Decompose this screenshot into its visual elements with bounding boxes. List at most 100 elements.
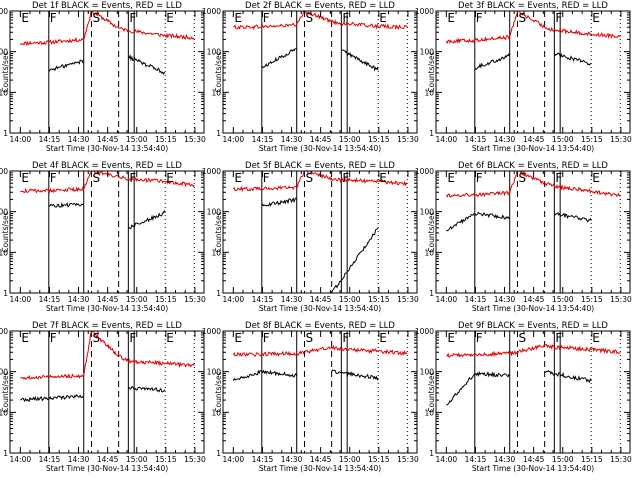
y-axis-label: Counts/sec — [1, 211, 10, 252]
plot-area — [232, 331, 408, 453]
y-tick-label: 1000 — [0, 7, 8, 16]
lld-series — [232, 344, 408, 358]
y-tick-label: 1 — [429, 449, 434, 458]
interval-marker-e: E — [379, 171, 387, 185]
y-tick-label: 1 — [3, 129, 8, 138]
x-tick-label: 15:30 — [610, 135, 632, 144]
interval-marker-f: F — [476, 171, 483, 185]
panel-title: Det 3f BLACK = Events, RED = LLD — [458, 1, 608, 11]
x-tick-label: 14:45 — [523, 135, 545, 144]
interval-marker-f: F — [263, 11, 270, 25]
x-tick-label: 14:15 — [465, 455, 487, 464]
x-tick-label: 15:00 — [552, 135, 574, 144]
interval-marker-e: E — [166, 11, 174, 25]
x-tick-label: 15:00 — [339, 135, 361, 144]
interval-marker-e: E — [592, 171, 600, 185]
detector-panel-9: Det 9f BLACK = Events, RED = LLD 1 10 100 10… — [415, 321, 632, 473]
x-tick-label: 14:00 — [223, 455, 245, 464]
events-series — [544, 369, 592, 384]
x-tick-label: 14:15 — [39, 295, 61, 304]
x-axis-label: Start Time (30-Nov-14 13:54:40) — [472, 464, 594, 473]
interval-marker-s: S — [518, 11, 526, 25]
axes-frame — [9, 10, 205, 134]
x-tick-label: 15:00 — [339, 455, 361, 464]
interval-marker-f: F — [263, 331, 270, 345]
events-series — [331, 369, 379, 381]
y-tick-label: 10 — [424, 248, 434, 257]
x-tick-label: 14:15 — [465, 295, 487, 304]
y-tick-label: 1000 — [0, 327, 8, 336]
x-axis-label: Start Time (30-Nov-14 13:54:40) — [46, 464, 168, 473]
x-tick-label: 15:00 — [126, 135, 148, 144]
x-tick-label: 14:45 — [97, 135, 119, 144]
interval-marker-f: F — [476, 331, 483, 345]
interval-marker-f: F — [342, 171, 349, 185]
interval-marker-e: E — [447, 171, 455, 185]
interval-marker-f: F — [50, 331, 57, 345]
x-axis-label: Start Time (30-Nov-14 13:54:40) — [472, 144, 594, 153]
x-axis-label: Start Time (30-Nov-14 13:54:40) — [46, 304, 168, 313]
lld-series — [19, 11, 195, 47]
y-tick-label: 10 — [0, 88, 8, 97]
detector-panel-2: Det 2f BLACK = Events, RED = LLD 1 10 100 10… — [202, 1, 419, 153]
events-series — [553, 52, 592, 66]
interval-marker-f: F — [555, 331, 562, 345]
x-axis-label: Start Time (30-Nov-14 13:54:40) — [259, 144, 381, 153]
interval-marker-e: E — [447, 11, 455, 25]
y-tick-label: 100 — [207, 368, 222, 377]
plot-area — [20, 331, 195, 453]
interval-marker-e: E — [21, 11, 29, 25]
detector-panel-1: Det 1f BLACK = Events, RED = LLD 1 10 100 10… — [0, 1, 206, 153]
plot-area — [232, 171, 408, 293]
axes-frame — [435, 170, 631, 294]
interval-marker-f: F — [555, 171, 562, 185]
plot-area — [446, 331, 621, 453]
detector-panel-4: Det 4f BLACK = Events, RED = LLD 1 10 100 10… — [0, 161, 206, 313]
x-tick-label: 15:30 — [184, 135, 206, 144]
x-tick-label: 15:15 — [581, 455, 603, 464]
x-tick-label: 14:00 — [436, 295, 458, 304]
y-tick-label: 10 — [211, 248, 221, 257]
interval-marker-e: E — [234, 171, 242, 185]
y-tick-label: 100 — [420, 368, 435, 377]
events-series — [446, 370, 511, 406]
events-series — [331, 227, 379, 293]
panel-title: Det 7f BLACK = Events, RED = LLD — [32, 321, 182, 331]
detector-panel-7: Det 7f BLACK = Events, RED = LLD 1 10 100 10… — [0, 321, 206, 473]
events-series — [128, 210, 166, 230]
x-tick-label: 14:30 — [68, 295, 90, 304]
x-tick-label: 14:15 — [252, 135, 274, 144]
plot-area — [445, 11, 621, 133]
y-tick-label: 1000 — [415, 7, 434, 16]
events-series — [48, 201, 84, 208]
x-tick-label: 15:30 — [610, 455, 632, 464]
x-tick-label: 14:45 — [97, 295, 119, 304]
x-axis-label: Start Time (30-Nov-14 13:54:40) — [46, 144, 168, 153]
axes-frame — [222, 330, 418, 454]
y-tick-label: 1000 — [0, 167, 8, 176]
x-tick-label: 15:15 — [368, 135, 390, 144]
events-series — [553, 211, 592, 223]
plot-area — [233, 11, 408, 133]
interval-marker-s: S — [92, 331, 100, 345]
lld-series — [445, 11, 621, 45]
x-tick-label: 15:00 — [126, 295, 148, 304]
interval-marker-e: E — [166, 171, 174, 185]
x-tick-label: 15:30 — [397, 135, 419, 144]
interval-marker-e: E — [592, 331, 600, 345]
panel-title: Det 1f BLACK = Events, RED = LLD — [32, 1, 182, 11]
x-tick-label: 14:30 — [68, 135, 90, 144]
x-tick-label: 15:15 — [155, 455, 177, 464]
interval-marker-f: F — [129, 171, 136, 185]
y-axis-label: Counts/sec — [214, 371, 223, 412]
x-tick-label: 15:00 — [126, 455, 148, 464]
interval-marker-s: S — [92, 11, 100, 25]
x-tick-label: 14:45 — [310, 455, 332, 464]
interval-marker-e: E — [379, 11, 387, 25]
y-tick-label: 1000 — [202, 167, 221, 176]
y-axis-label: Counts/sec — [427, 371, 436, 412]
interval-marker-f: F — [129, 331, 136, 345]
x-axis-label: Start Time (30-Nov-14 13:54:40) — [472, 304, 594, 313]
y-tick-label: 10 — [211, 88, 221, 97]
events-series — [127, 53, 166, 75]
